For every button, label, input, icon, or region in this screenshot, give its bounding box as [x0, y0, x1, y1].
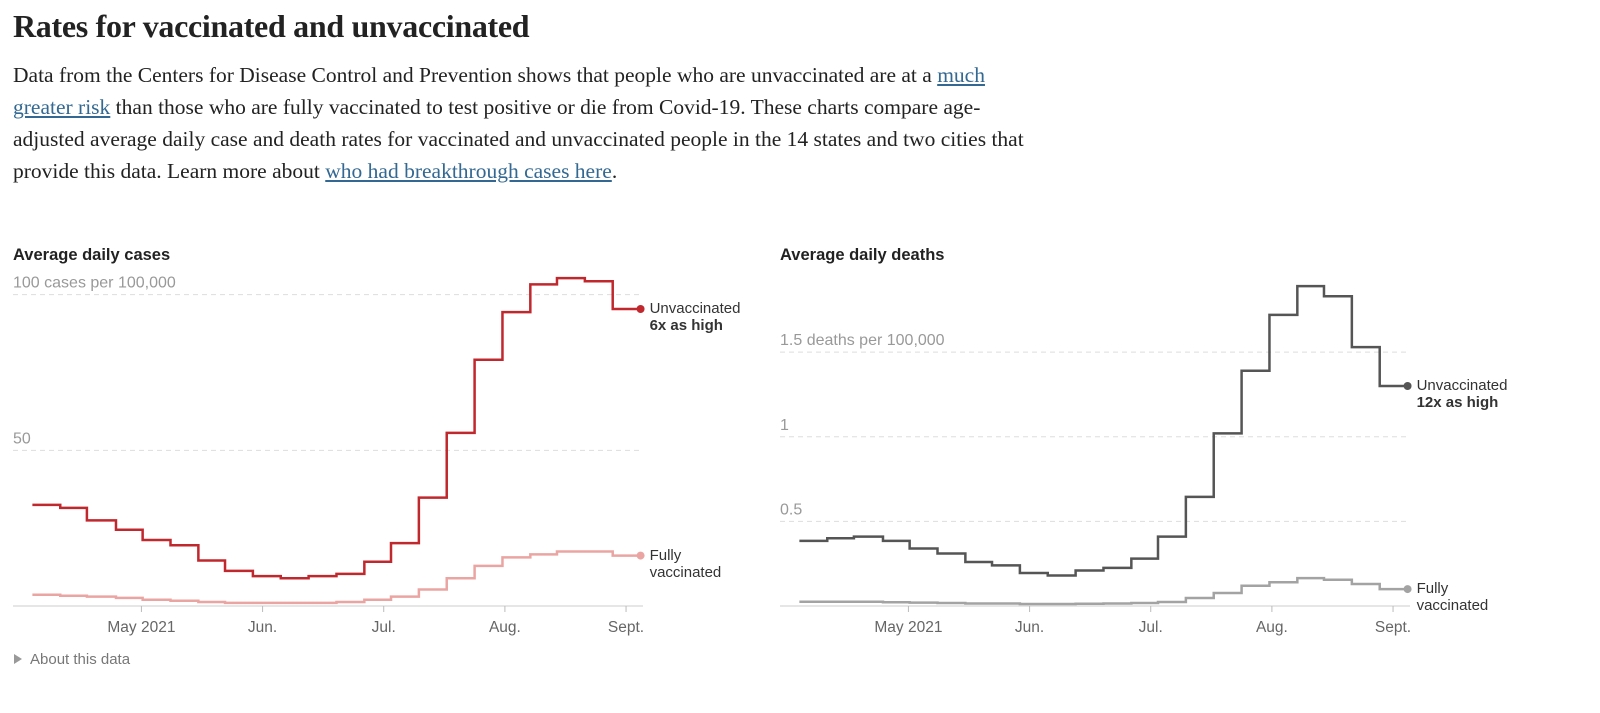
legend-label: Fully vaccinated	[649, 546, 722, 581]
x-tick-label: Jun.	[248, 619, 277, 636]
intro-text: .	[611, 159, 618, 183]
link[interactable]: much greater risk	[13, 63, 985, 119]
end-label: Fully vaccinated	[1417, 580, 1517, 614]
legend-label: Unvaccinated	[649, 300, 741, 317]
x-tick-label: Jul.	[1139, 619, 1163, 636]
about-toggle[interactable]: About this data	[13, 651, 130, 668]
intro-text: than those who are fully vaccinated to t…	[13, 95, 1024, 183]
end-dot	[1403, 382, 1412, 390]
x-tick-label: Aug.	[489, 619, 521, 636]
end-label: Fully vaccinated	[650, 547, 750, 581]
y-tick-label: 100 cases per 100,000	[13, 275, 176, 292]
chart-title: Average daily cases	[13, 246, 170, 264]
x-tick-label: Sept.	[608, 619, 644, 636]
x-tick-label: May 2021	[874, 619, 942, 636]
header: Rates for vaccinated and unvaccinated Da…	[13, 8, 1043, 187]
y-tick-label: 0.5	[780, 501, 802, 518]
x-tick-label: Jun.	[1015, 619, 1044, 636]
series-line	[32, 276, 641, 580]
end-label: Unvaccinated 6x as high	[650, 300, 750, 334]
legend-label: Unvaccinated	[1416, 377, 1508, 394]
x-tick-label: Sept.	[1375, 619, 1411, 636]
y-tick-label: 1.5 deaths per 100,000	[780, 332, 945, 349]
legend-label: Fully vaccinated	[1416, 580, 1489, 615]
series-line	[799, 284, 1408, 577]
end-dot	[1403, 585, 1412, 594]
y-tick-label: 1	[780, 417, 789, 434]
end-label: Unvaccinated 12x as high	[1417, 377, 1517, 411]
end-dot	[636, 305, 645, 313]
x-tick-label: May 2021	[107, 619, 175, 636]
disclosure-icon	[14, 654, 22, 664]
series-line	[799, 576, 1408, 606]
series-line	[32, 550, 641, 605]
annotation: 12x as high	[1416, 394, 1499, 411]
intro-text: Data from the Centers for Disease Contro…	[13, 63, 938, 87]
about-label[interactable]: About this data	[30, 651, 131, 668]
link[interactable]: who had breakthrough cases here	[325, 159, 612, 183]
chart-title: Average daily deaths	[780, 246, 944, 264]
end-dot	[636, 551, 645, 560]
page-title: Rates for vaccinated and unvaccinated	[13, 8, 530, 44]
x-tick-label: Jul.	[372, 619, 396, 636]
x-tick-label: Aug.	[1256, 619, 1288, 636]
y-tick-label: 50	[13, 430, 31, 447]
intro: Data from the Centers for Disease Contro…	[13, 59, 1043, 187]
annotation: 6x as high	[649, 317, 723, 334]
